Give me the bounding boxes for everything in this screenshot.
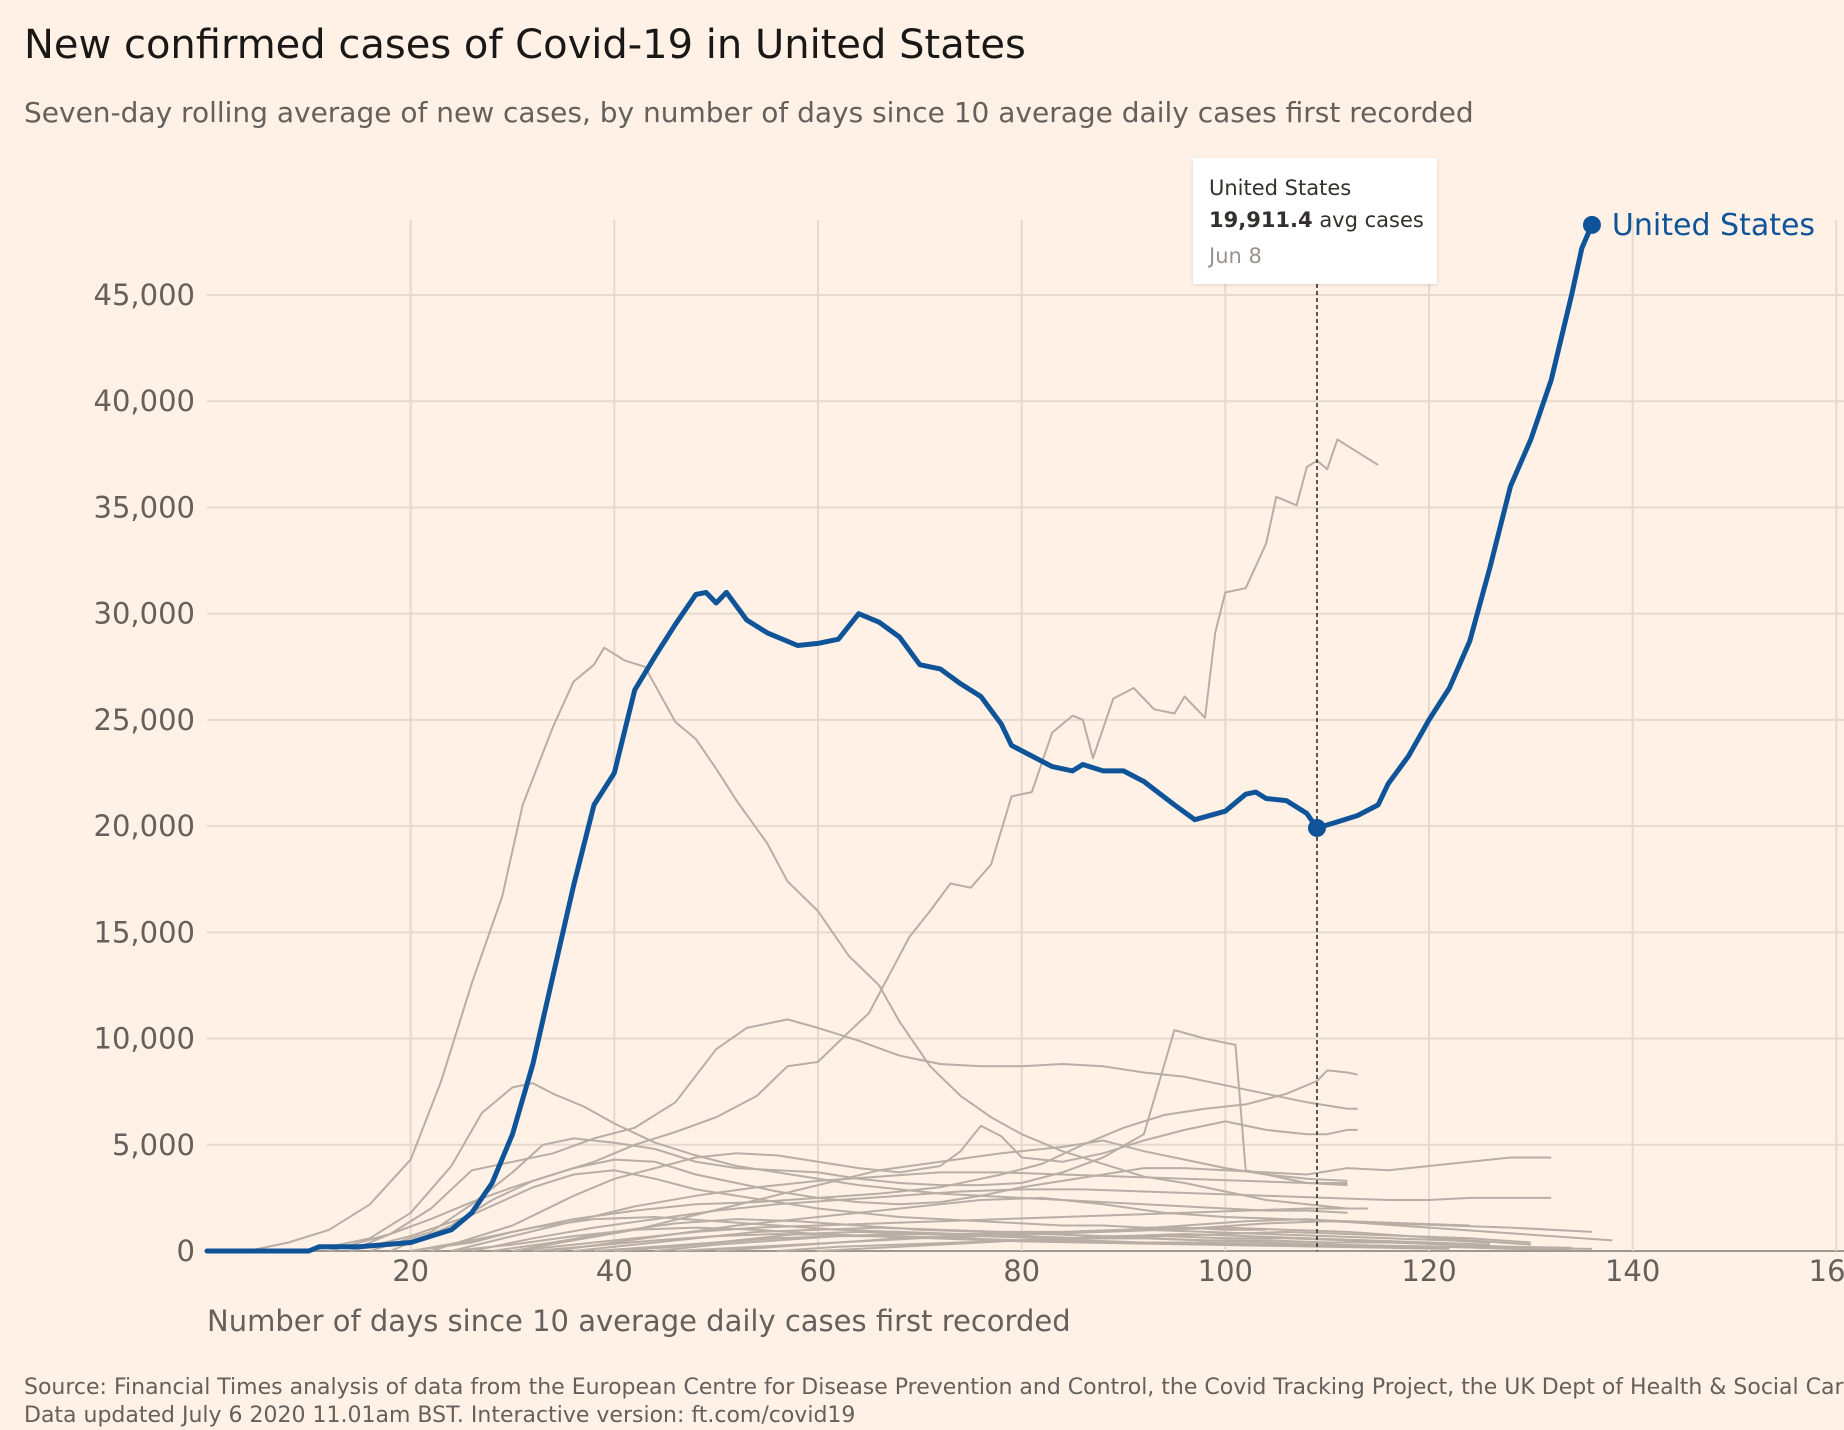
line-chart: 0 5,000 10,000 15,000 20,000 25,000 30,000 35,0… — [94, 208, 1844, 1338]
series-line-country-y — [532, 1233, 1450, 1252]
chart-subtitle: Seven-day rolling average of new cases, … — [24, 96, 1474, 129]
tooltip-unit: avg cases — [1312, 208, 1424, 232]
chart-title: New confirmed cases of Covid-19 in Unite… — [24, 22, 1026, 68]
x-tick-label: 160 — [1809, 1254, 1844, 1288]
y-tick-label: 40,000 — [94, 384, 195, 418]
y-tick-label: 15,000 — [94, 915, 195, 949]
series-line-country-i — [451, 1171, 1348, 1252]
y-tick-label: 20,000 — [94, 809, 195, 843]
series-line-country-n — [512, 1207, 1368, 1252]
series-line-country-a — [247, 646, 1348, 1252]
series-line-country-h — [389, 1156, 1552, 1252]
grid-lines — [207, 220, 1844, 1252]
y-tick-label: 45,000 — [94, 278, 195, 312]
y-tick-label: 35,000 — [94, 490, 195, 524]
source-note: Source: Financial Times analysis of data… — [24, 1374, 1844, 1430]
series-line-country-x — [777, 1237, 1592, 1252]
x-tick-label: 120 — [1401, 1254, 1456, 1288]
highlight-series-group[interactable]: United States — [204, 208, 1815, 1254]
tooltip: United States 19,911.4 avg cases Jun 8 — [1193, 158, 1437, 284]
series-line-united-states[interactable] — [204, 222, 1595, 1254]
x-tick-label: 20 — [392, 1254, 429, 1288]
x-tick-label: 60 — [800, 1254, 837, 1288]
x-tick-label: 40 — [596, 1254, 633, 1288]
source-line-2: Data updated July 6 2020 11.01am BST. In… — [24, 1403, 856, 1428]
series-line-country-e — [369, 1029, 1348, 1252]
series-line-country-o — [410, 1216, 1592, 1252]
tooltip-marker[interactable] — [1307, 818, 1326, 837]
series-line-country-l — [349, 1169, 1267, 1252]
y-tick-label: 25,000 — [94, 703, 195, 737]
series-line-country-z — [817, 1233, 1491, 1252]
series-line-country-w — [675, 1226, 1531, 1252]
tooltip-country-name: United States — [1209, 176, 1352, 200]
tooltip-value: 19,911.4 — [1209, 208, 1313, 232]
y-tick-label: 10,000 — [94, 1022, 195, 1056]
x-tick-label: 80 — [1003, 1254, 1040, 1288]
series-end-marker — [1582, 215, 1601, 234]
series-label-united-states: United States — [1612, 208, 1815, 243]
x-tick-label: 100 — [1198, 1254, 1253, 1288]
series-line-country-d — [308, 1082, 1348, 1252]
x-tick-label: 140 — [1605, 1254, 1660, 1288]
x-axis: 20 40 60 80 100 120 140 160 — [392, 1254, 1844, 1288]
x-axis-label: Number of days since 10 average daily ca… — [207, 1304, 1071, 1338]
source-line-1: Source: Financial Times analysis of data… — [24, 1375, 1844, 1400]
y-axis: 0 5,000 10,000 15,000 20,000 25,000 30,000 35,0… — [94, 278, 195, 1268]
comparison-series-group — [247, 438, 1613, 1252]
series-line-country-b — [349, 438, 1379, 1252]
tooltip-value-row: 19,911.4 avg cases — [1209, 202, 1424, 238]
series-line-country-j — [512, 1139, 1348, 1252]
y-tick-label: 0 — [177, 1234, 195, 1268]
series-line-country-g — [430, 1120, 1358, 1252]
tooltip-date: Jun 8 — [1209, 244, 1262, 268]
y-tick-label: 30,000 — [94, 597, 195, 631]
y-tick-label: 5,000 — [112, 1128, 195, 1162]
